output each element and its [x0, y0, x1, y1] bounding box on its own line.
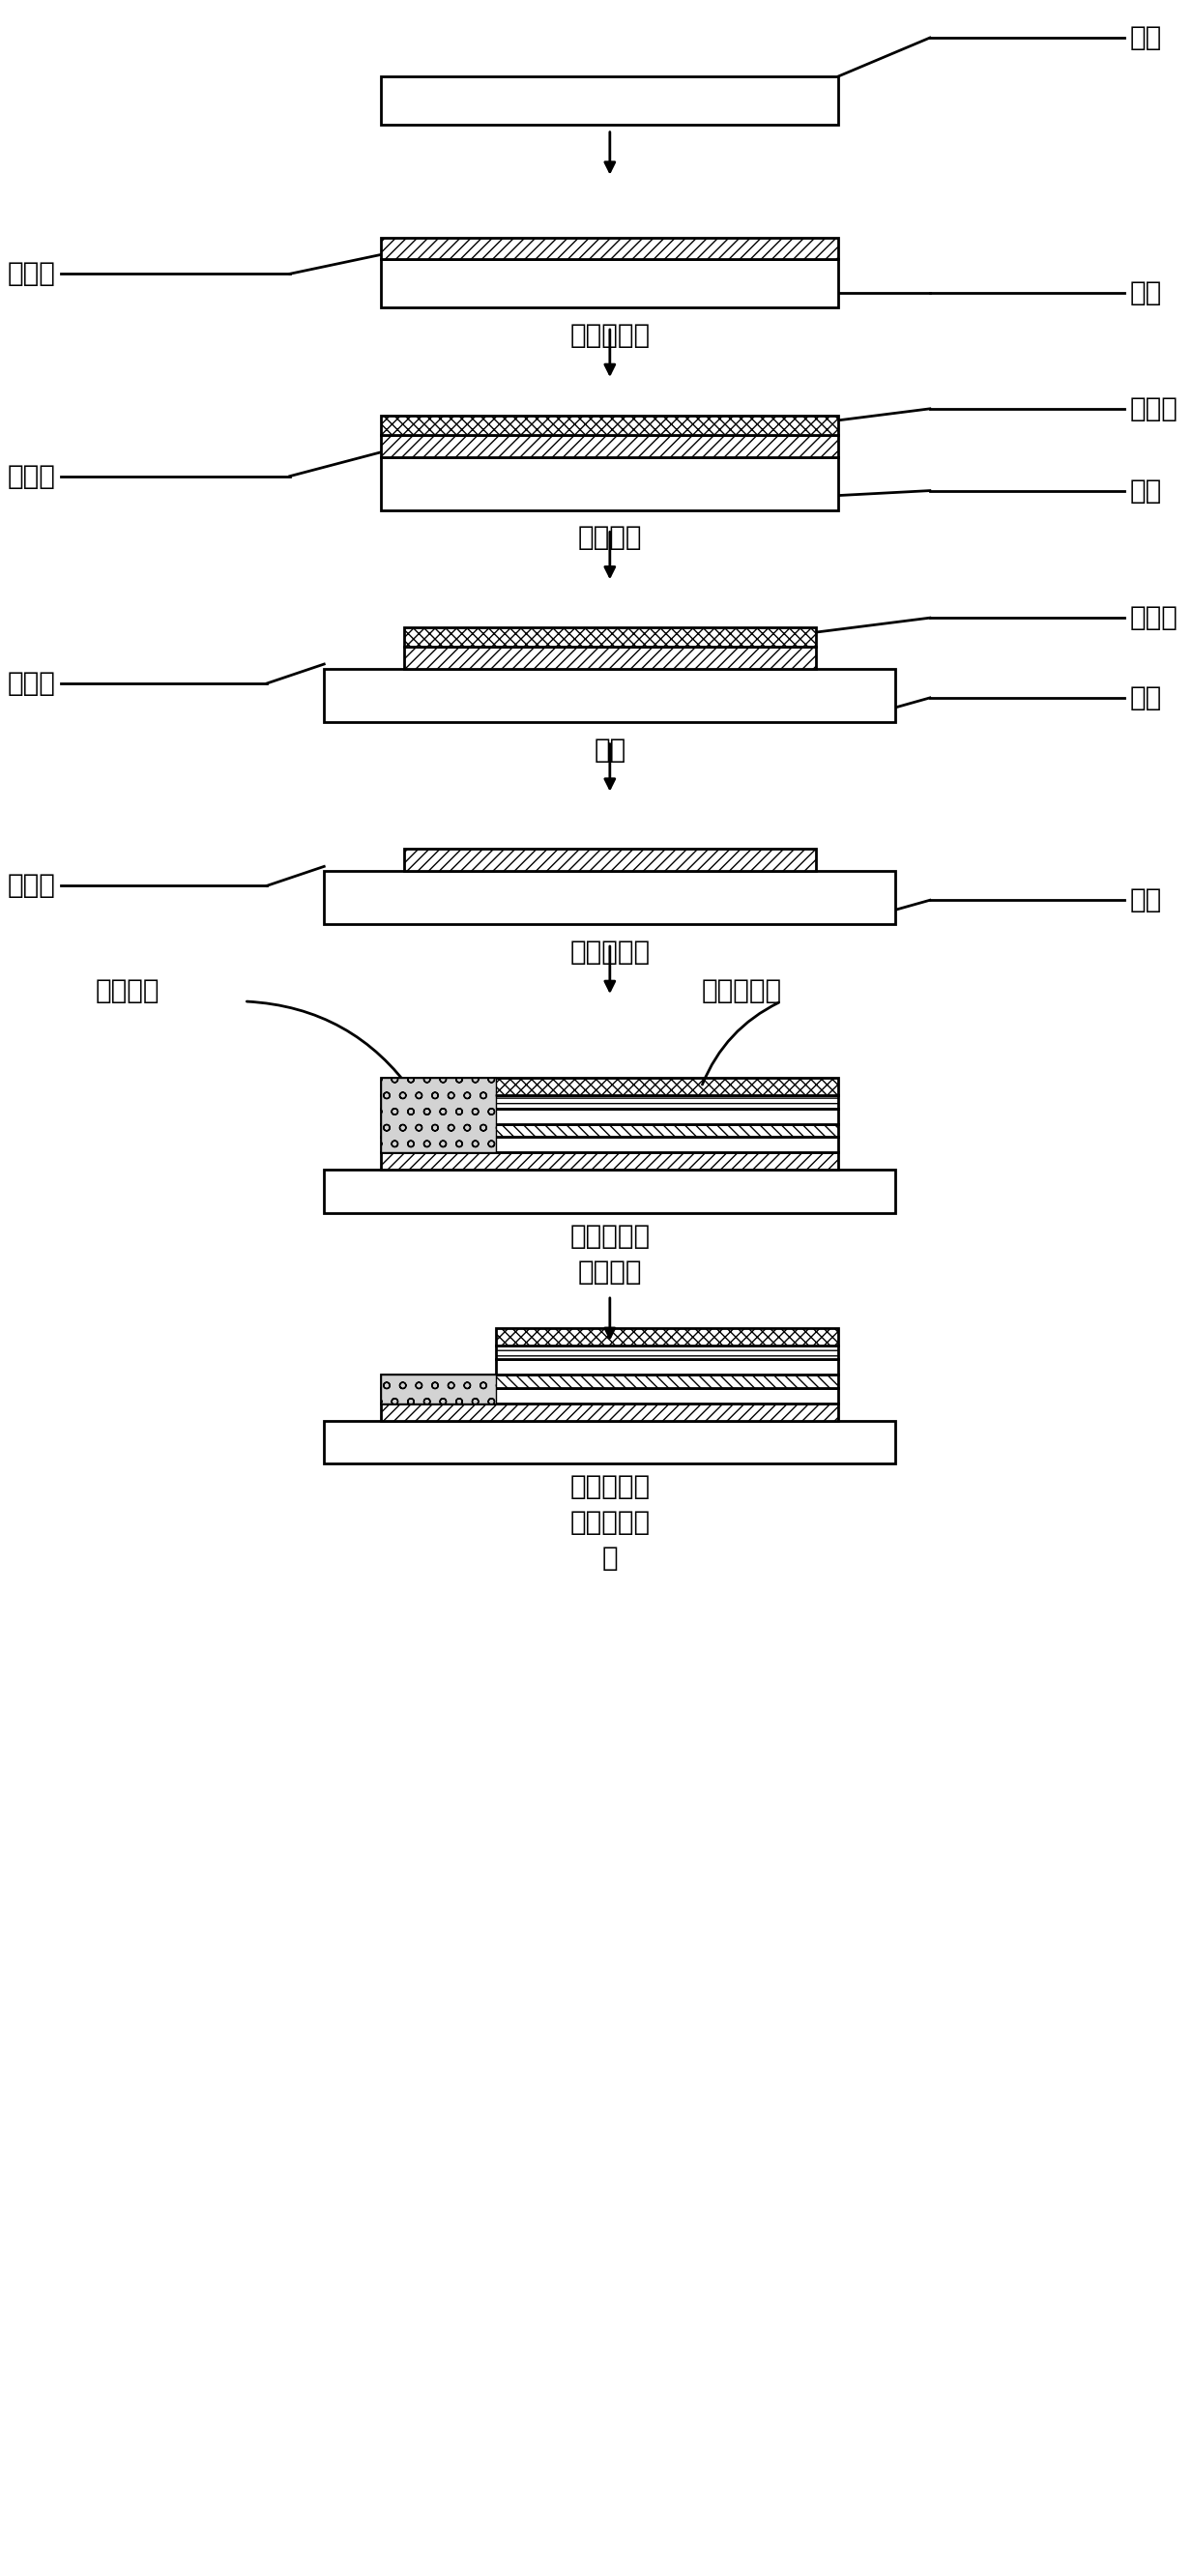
- Bar: [381, 1108, 838, 1123]
- Bar: [381, 1095, 838, 1108]
- Text: 缓冲层: 缓冲层: [7, 873, 56, 899]
- Bar: [404, 629, 815, 647]
- Text: 覆光刻胶: 覆光刻胶: [578, 526, 642, 551]
- Bar: [324, 670, 895, 721]
- Bar: [381, 415, 838, 435]
- Text: 生长发光器
件外延层: 生长发光器 件外延层: [570, 1224, 650, 1285]
- Bar: [496, 1358, 838, 1373]
- Text: 湿法刻蛀发
光器件外延
层: 湿法刻蛀发 光器件外延 层: [570, 1473, 650, 1571]
- Bar: [404, 850, 815, 871]
- Text: 脚底: 脚底: [1130, 886, 1162, 914]
- Text: 刻蛀: 刻蛀: [594, 737, 626, 762]
- Bar: [381, 435, 838, 456]
- Bar: [404, 647, 815, 670]
- Bar: [381, 1151, 838, 1170]
- Text: 金属极性畴: 金属极性畴: [701, 976, 782, 1005]
- Bar: [381, 1388, 838, 1404]
- Text: 缓冲层: 缓冲层: [7, 260, 56, 289]
- Bar: [324, 1419, 895, 1463]
- Text: 去除光刻胶: 去除光刻胶: [570, 938, 650, 966]
- Bar: [381, 1136, 838, 1151]
- Text: 脚底: 脚底: [1130, 23, 1162, 52]
- Bar: [381, 237, 838, 260]
- Bar: [324, 1170, 895, 1213]
- Bar: [381, 1123, 838, 1136]
- Bar: [381, 1077, 838, 1095]
- Bar: [381, 1373, 496, 1404]
- Text: 脚底: 脚底: [1130, 685, 1162, 711]
- Bar: [324, 871, 895, 925]
- Text: 光刻胶: 光刻胶: [1130, 394, 1178, 422]
- Bar: [381, 1077, 496, 1151]
- Text: 光刻胶: 光刻胶: [1130, 605, 1178, 631]
- Text: 缓冲层: 缓冲层: [7, 670, 56, 698]
- Text: 脚底: 脚底: [1130, 281, 1162, 307]
- Text: 氮极性畴: 氮极性畴: [95, 976, 160, 1005]
- Text: 脚底: 脚底: [1130, 477, 1162, 505]
- Bar: [496, 1329, 838, 1345]
- Text: 缓冲层: 缓冲层: [7, 464, 56, 489]
- Bar: [381, 1404, 838, 1419]
- Bar: [381, 77, 838, 124]
- Bar: [381, 260, 838, 307]
- Bar: [381, 1373, 838, 1388]
- Bar: [496, 1345, 838, 1358]
- Bar: [381, 456, 838, 510]
- Text: 生长缓冲层: 生长缓冲层: [570, 322, 650, 350]
